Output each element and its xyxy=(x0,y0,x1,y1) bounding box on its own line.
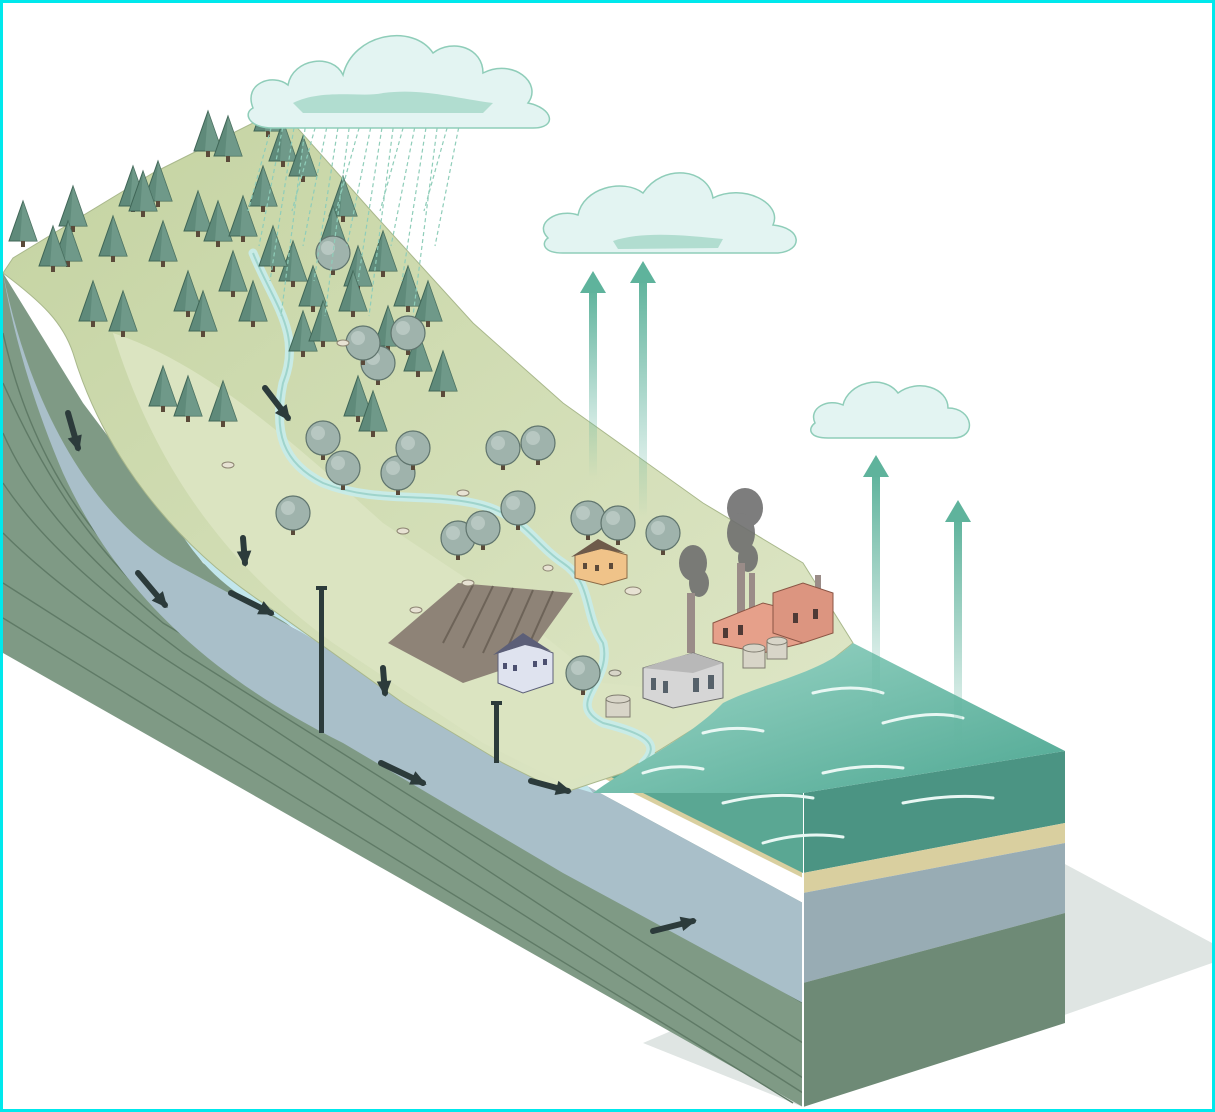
conifer-tree-icon xyxy=(228,194,258,242)
cloud-icon xyxy=(542,172,797,254)
conifer-tree-icon xyxy=(338,269,368,317)
conifer-tree-icon xyxy=(278,239,308,287)
flow-arrow-icon xyxy=(228,590,275,616)
evaporation-arrows xyxy=(580,261,971,763)
flow-arrow-icon xyxy=(376,665,392,697)
flow-arrow-icon xyxy=(378,760,427,786)
conifer-tree-icon xyxy=(203,199,233,247)
conifer-tree-icon xyxy=(248,164,278,212)
deciduous-tree-icon xyxy=(390,315,426,355)
deciduous-tree-icon xyxy=(600,505,636,545)
flow-arrow-icon xyxy=(650,916,697,934)
flow-arrow-icon xyxy=(65,410,82,452)
deciduous-tree-icon xyxy=(325,450,361,490)
conifer-tree-icon xyxy=(78,279,108,327)
valley-floor xyxy=(113,333,703,783)
conifer-tree-icon xyxy=(218,249,248,297)
up-arrow-icon xyxy=(630,261,656,518)
up-arrow-icon xyxy=(945,500,971,763)
deciduous-tree-icon xyxy=(345,325,381,365)
deciduous-trees xyxy=(275,235,681,695)
conifer-forest xyxy=(8,89,458,437)
small-cloud-icon xyxy=(810,381,971,439)
up-arrow-icon xyxy=(580,271,606,478)
bedrock-strata xyxy=(3,332,804,1104)
factory-icon xyxy=(605,488,834,718)
conifer-tree-icon xyxy=(8,199,38,247)
conifer-tree-icon xyxy=(98,214,128,262)
deciduous-tree-icon xyxy=(485,430,521,470)
flow-arrow-icon xyxy=(262,385,291,422)
tree-stumps xyxy=(221,339,642,614)
smoke-plumes xyxy=(679,488,763,597)
conifer-tree-icon xyxy=(358,389,388,437)
ocean-side-groundwater xyxy=(803,843,1065,983)
flow-arrow-icon xyxy=(236,535,252,567)
deciduous-tree-icon xyxy=(395,430,431,470)
rain-cloud-icon xyxy=(247,35,551,317)
conifer-tree-icon xyxy=(413,279,443,327)
deciduous-tree-icon xyxy=(645,515,681,555)
bedrock-layer xyxy=(3,273,803,1107)
ocean-side-bedrock xyxy=(803,913,1065,1107)
conifer-tree-icon xyxy=(173,269,203,317)
conifer-tree-icon xyxy=(128,169,158,217)
up-arrow-icon xyxy=(863,455,889,716)
conifer-tree-icon xyxy=(193,109,223,157)
deciduous-tree-icon xyxy=(520,425,556,465)
conifer-tree-icon xyxy=(428,349,458,397)
deciduous-tree-icon xyxy=(380,455,416,495)
conifer-tree-icon xyxy=(308,299,338,347)
conifer-tree-icon xyxy=(58,184,88,232)
ocean-surface xyxy=(593,643,1065,793)
conifer-tree-icon xyxy=(143,159,173,207)
conifer-tree-icon xyxy=(173,374,203,422)
conifer-tree-icon xyxy=(188,289,218,337)
conifer-tree-icon xyxy=(108,289,138,337)
conifer-tree-icon xyxy=(213,114,243,162)
ocean-side-water xyxy=(803,751,1065,873)
deciduous-tree-icon xyxy=(465,510,501,550)
conifer-tree-icon xyxy=(148,364,178,412)
deciduous-tree-icon xyxy=(565,655,601,695)
deciduous-tree-icon xyxy=(305,420,341,460)
house-icon xyxy=(493,633,554,694)
conifer-tree-icon xyxy=(328,174,358,222)
ocean-block-side xyxy=(802,751,1065,1107)
conifer-tree-icon xyxy=(238,279,268,327)
conifer-tree-icon xyxy=(38,224,68,272)
groundwater-layer xyxy=(3,273,803,1003)
well-icon xyxy=(316,586,502,763)
deciduous-tree-icon xyxy=(570,500,606,540)
deciduous-tree-icon xyxy=(500,490,536,530)
flow-arrow-icon xyxy=(528,778,572,795)
conifer-tree-icon xyxy=(183,189,213,237)
ocean-side-sand xyxy=(803,823,1065,893)
conifer-tree-icon xyxy=(208,379,238,427)
conifer-tree-icon xyxy=(148,219,178,267)
rain-streaks xyxy=(247,120,461,317)
groundwater-flow-arrows xyxy=(65,385,697,934)
deciduous-tree-icon xyxy=(275,495,311,535)
flow-arrow-icon xyxy=(135,570,168,609)
conifer-tree-icon xyxy=(288,134,318,182)
farm-house-icon xyxy=(571,539,628,586)
plowed-field-icon xyxy=(388,583,573,683)
water-cycle-block-diagram xyxy=(3,35,1212,1107)
